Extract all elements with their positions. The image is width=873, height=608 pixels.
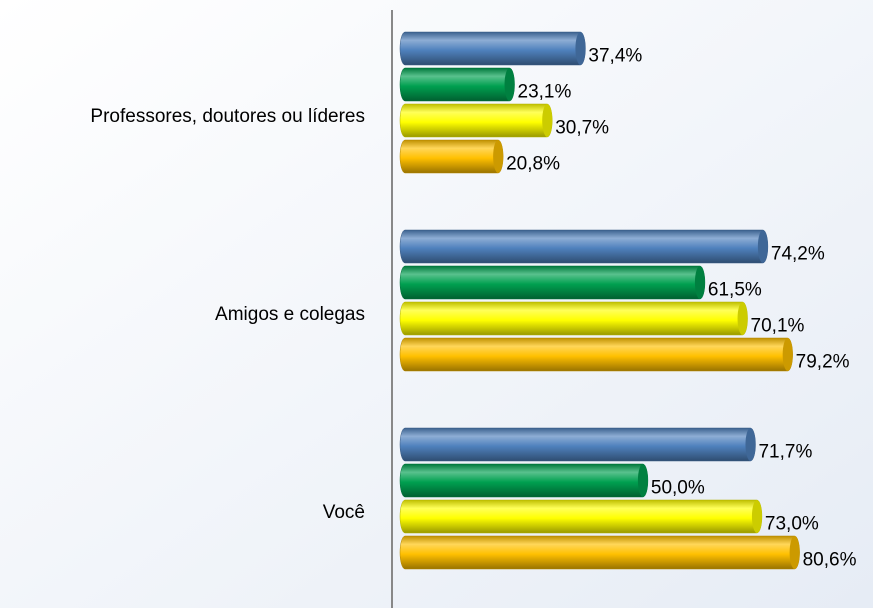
bar-cap xyxy=(751,500,762,533)
bar-cap xyxy=(504,68,515,101)
bar xyxy=(399,463,649,498)
y-tick-label: Amigos e colegas xyxy=(215,304,365,325)
data-label: 20,8% xyxy=(506,154,560,175)
data-label: 37,4% xyxy=(588,46,642,67)
bar-cap xyxy=(782,338,793,371)
bar xyxy=(399,31,586,66)
data-label: 71,7% xyxy=(758,442,812,463)
bar xyxy=(399,103,553,138)
data-label: 30,7% xyxy=(555,118,609,139)
bar xyxy=(399,535,800,570)
bar-cap xyxy=(757,230,768,263)
bar xyxy=(399,337,793,372)
data-label: 80,6% xyxy=(803,550,857,571)
data-label: 79,2% xyxy=(796,352,850,373)
data-label: 61,5% xyxy=(708,280,762,301)
data-label: 23,1% xyxy=(518,82,572,103)
data-label: 73,0% xyxy=(765,514,819,535)
bar-cap xyxy=(542,104,553,137)
y-tick-label: Você xyxy=(323,502,365,523)
bar-cap xyxy=(493,140,504,173)
bar xyxy=(399,67,515,102)
bar xyxy=(399,265,706,300)
data-label: 50,0% xyxy=(651,478,705,499)
bar xyxy=(399,229,769,264)
bar-cap xyxy=(745,428,756,461)
bar-cap xyxy=(575,32,586,65)
bar xyxy=(399,427,756,462)
bar-cap xyxy=(789,536,800,569)
bar xyxy=(399,301,748,336)
bar-cap xyxy=(737,302,748,335)
data-label: 70,1% xyxy=(751,316,805,337)
bar-cap xyxy=(637,464,648,497)
bar xyxy=(399,139,504,174)
data-label: 74,2% xyxy=(771,244,825,265)
bar-cap xyxy=(694,266,705,299)
bar xyxy=(399,499,763,534)
y-tick-label: Professores, doutores ou líderes xyxy=(90,106,365,127)
